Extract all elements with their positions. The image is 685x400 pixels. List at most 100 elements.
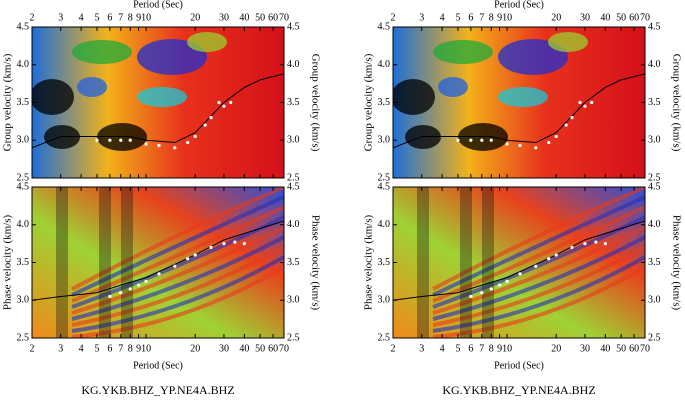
- y-tick-label: 4.0: [378, 59, 391, 70]
- x-axis-label: Period (Sec): [494, 0, 544, 10]
- texture: [71, 265, 284, 338]
- texture: [393, 79, 435, 115]
- measured-point: [222, 242, 226, 246]
- texture: [405, 125, 441, 149]
- y-axis-label: Phase velocity (km/s): [309, 215, 321, 311]
- x-tick-label: 10: [141, 12, 151, 23]
- measured-point: [594, 240, 598, 244]
- texture: [498, 39, 568, 75]
- measured-point: [108, 294, 112, 299]
- measured-point: [469, 294, 473, 299]
- texture: [432, 235, 645, 321]
- y-tick-label: 3.5: [17, 97, 30, 108]
- x-tick-label: 30: [580, 343, 590, 354]
- x-tick-label: 2: [30, 12, 35, 23]
- y-axis-label: Group velocity (km/s): [670, 54, 682, 152]
- x-tick-label: 6: [107, 12, 112, 23]
- measured-point: [144, 142, 148, 146]
- plot-area: [393, 187, 645, 338]
- texture: [71, 255, 284, 333]
- reference-curve: [393, 73, 645, 149]
- x-tick-label: 20: [190, 12, 200, 23]
- y-tick-label: 3.0: [17, 135, 30, 146]
- x-axis-label: Period (Sec): [133, 0, 183, 10]
- measured-point: [590, 100, 594, 105]
- texture: [44, 125, 80, 149]
- x-tick-label: 5: [455, 12, 460, 23]
- texture: [99, 187, 111, 338]
- x-tick-label: 6: [468, 12, 473, 23]
- y-tick-label: 2.5: [378, 172, 391, 183]
- x-tick-label: 70: [279, 343, 289, 354]
- y-tick-label: 2.5: [648, 332, 661, 343]
- texture: [71, 235, 284, 321]
- measured-point: [547, 140, 551, 145]
- x-axis-label: Period (Sec): [133, 360, 183, 371]
- x-tick-label: 50: [616, 343, 626, 354]
- measured-point: [498, 283, 502, 287]
- measured-point: [547, 257, 551, 261]
- x-tick-label: 20: [551, 12, 561, 23]
- x-tick-label: 30: [219, 12, 229, 23]
- texture: [187, 32, 227, 52]
- x-tick-label: 9: [497, 343, 502, 354]
- x-tick-label: 7: [118, 343, 123, 354]
- x-tick-label: 10: [502, 12, 512, 23]
- y-tick-label: 3.0: [378, 135, 391, 146]
- x-tick-label: 8: [489, 12, 494, 23]
- y-tick-label: 4.0: [648, 59, 661, 70]
- measured-point: [603, 242, 607, 246]
- texture: [71, 205, 284, 303]
- measured-point: [489, 138, 493, 142]
- measured-point: [505, 142, 509, 146]
- y-tick-label: 4.5: [378, 21, 391, 32]
- y-axis-label: Phase velocity (km/s): [363, 215, 375, 311]
- x-tick-label: 60: [268, 12, 278, 23]
- x-tick-label: 6: [468, 343, 473, 354]
- x-tick-label: 60: [268, 343, 278, 354]
- texture: [432, 195, 645, 297]
- y-tick-label: 3.5: [378, 257, 391, 268]
- measured-point: [193, 134, 197, 139]
- measured-point: [193, 253, 197, 257]
- x-tick-label: 40: [600, 12, 610, 23]
- measured-point: [209, 245, 213, 249]
- x-tick-label: 70: [640, 343, 650, 354]
- y-tick-label: 4.0: [17, 59, 30, 70]
- measured-point: [186, 257, 190, 261]
- measured-point: [518, 272, 522, 276]
- x-tick-label: 4: [79, 12, 84, 23]
- y-tick-label: 4.5: [378, 181, 391, 192]
- measured-point: [534, 264, 538, 268]
- y-tick-label: 2.5: [648, 172, 661, 183]
- texture: [432, 205, 645, 303]
- y-tick-label: 2.5: [17, 332, 30, 343]
- y-tick-label: 4.5: [17, 21, 30, 32]
- measured-point: [480, 138, 484, 142]
- measured-point: [108, 138, 112, 142]
- y-tick-label: 4.0: [378, 219, 391, 230]
- x-tick-label: 3: [58, 12, 63, 23]
- x-tick-label: 5: [94, 12, 99, 23]
- texture: [432, 225, 645, 315]
- texture: [433, 40, 493, 64]
- measured-point: [119, 138, 123, 142]
- y-axis-label: Phase velocity (km/s): [670, 215, 682, 311]
- y-tick-label: 3.5: [648, 257, 661, 268]
- texture: [432, 245, 645, 327]
- x-tick-label: 9: [497, 12, 502, 23]
- x-tick-label: 7: [479, 343, 484, 354]
- texture: [438, 77, 468, 97]
- plot-area: [393, 27, 645, 178]
- texture: [56, 187, 68, 338]
- texture: [432, 255, 645, 333]
- measured-point: [119, 291, 123, 295]
- x-tick-label: 40: [600, 343, 610, 354]
- texture: [417, 187, 429, 338]
- x-tick-label: 8: [128, 12, 133, 23]
- measured-point: [173, 264, 177, 268]
- measured-point: [534, 146, 538, 150]
- measured-point: [186, 140, 190, 145]
- texture: [77, 77, 107, 97]
